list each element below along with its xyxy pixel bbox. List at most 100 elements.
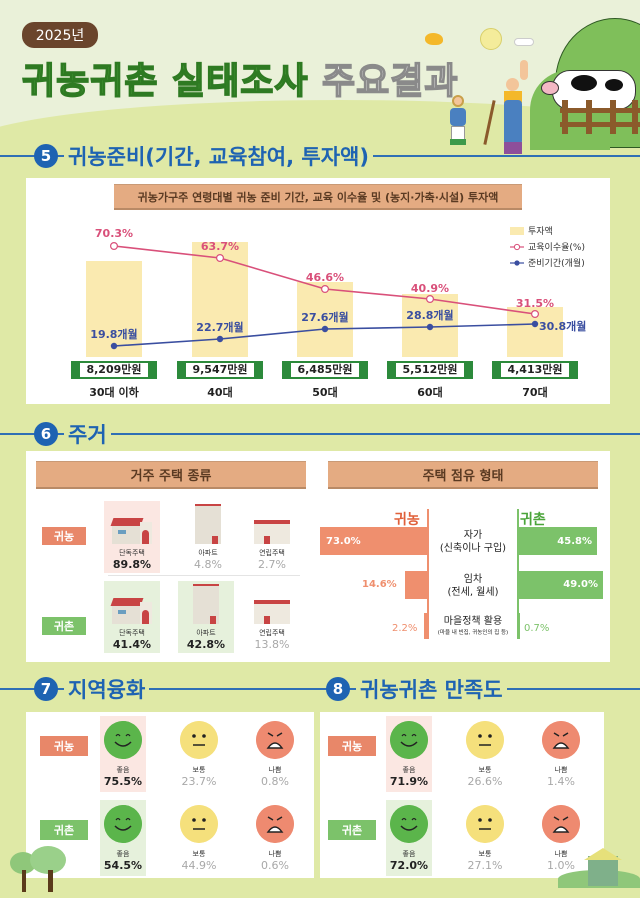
title-main-text: 귀농귀촌 실태조사 xyxy=(21,60,309,103)
row-divider xyxy=(108,575,300,576)
page-title: 귀농귀촌 실태조사 주요결과 xyxy=(21,52,459,104)
rating-neutral-rural: 보통 44.9% xyxy=(176,800,222,876)
section-8-number: 8 xyxy=(326,677,350,701)
edu-rate-label: 46.6% xyxy=(305,271,345,284)
rating-neutral-rural: 보통 27.1% xyxy=(462,800,508,876)
investment-value-box: 6,485만원 xyxy=(282,361,368,379)
tenure-value-farm: 14.6% xyxy=(362,579,397,590)
angry-face-icon xyxy=(256,805,294,843)
header-banner: 2025년 귀농귀촌 실태조사 주요결과 xyxy=(0,0,640,160)
rating-neutral-farm: 보통 26.6% xyxy=(462,716,508,792)
tenure-category: 자가 (신축이나 구입) xyxy=(439,530,507,554)
housing-type-title: 거주 주택 종류 xyxy=(36,461,306,489)
tenure-title: 주택 점유 형태 xyxy=(328,461,598,489)
neutral-face-icon xyxy=(466,805,504,843)
tenure-value-farm: 2.2% xyxy=(392,623,418,634)
rating-good-rural: 좋음 72.0% xyxy=(386,800,432,876)
tenure-rural-header: 귀촌 xyxy=(520,512,546,528)
prep-period-label: 19.8개월 xyxy=(90,328,138,341)
tenure-bar-farm xyxy=(405,571,427,599)
age-group-label: 40대 xyxy=(207,386,233,399)
tenure-axis-rural xyxy=(517,509,519,639)
tenure-bar-rural xyxy=(519,571,603,599)
section-divider xyxy=(0,433,640,435)
neutral-face-icon xyxy=(180,721,218,759)
tenure-value-rural: 0.7% xyxy=(524,623,550,634)
age-group-label: 70대 xyxy=(522,386,548,399)
rating-bad-farm: 나쁨 1.4% xyxy=(538,716,584,792)
tenure-farm-header: 귀농 xyxy=(394,512,420,528)
farm-tag: 귀농 xyxy=(42,527,86,545)
angry-face-icon xyxy=(542,721,580,759)
title-sub-text: 주요결과 xyxy=(321,60,459,103)
section-5-number: 5 xyxy=(34,144,58,168)
housing-apartment-farm: 아파트 4.8% xyxy=(180,501,236,573)
line-filled-marker-icon xyxy=(510,259,524,266)
rating-bad-rural: 나쁨 1.0% xyxy=(538,800,584,876)
section-7-number: 7 xyxy=(34,677,58,701)
section-divider xyxy=(0,688,640,690)
age-group-label: 30대 이하 xyxy=(89,386,139,399)
rating-bad-farm: 나쁨 0.8% xyxy=(252,716,298,792)
neutral-face-icon xyxy=(466,721,504,759)
smile-face-icon xyxy=(390,721,428,759)
rating-neutral-farm: 보통 23.7% xyxy=(176,716,222,792)
edu-rate-label: 70.3% xyxy=(94,227,134,240)
apartment-icon xyxy=(193,584,219,624)
investment-bar xyxy=(297,282,353,357)
bird-icon xyxy=(425,33,443,45)
housing-detached-rural: 단독주택 41.4% xyxy=(104,581,160,653)
prep-period-label: 28.8개월 xyxy=(406,309,454,322)
rural-tag: 귀촌 xyxy=(328,820,376,840)
chart-lines xyxy=(109,241,540,350)
smile-face-icon xyxy=(104,805,142,843)
house-illustration xyxy=(558,848,640,888)
legend-education: 교육이수율(%) xyxy=(510,240,610,253)
tenure-bar-rural xyxy=(519,527,597,555)
smile-face-icon xyxy=(104,721,142,759)
investment-value-box: 4,413만원 xyxy=(492,361,578,379)
prep-chart-panel: 귀농가구주 연령대별 귀농 준비 기간, 교육 이수율 및 (농지·가축·시설)… xyxy=(26,178,610,404)
satisfaction-panel: 귀농 귀촌 좋음 71.9% 보통 26.6% 나쁨 1.4% 좋음 72.0%… xyxy=(320,712,604,878)
housing-detached-farm: 단독주택 89.8% xyxy=(104,501,160,573)
community-integration-panel: 귀농 귀촌 좋음 75.5% 보통 23.7% 나쁨 0.8% 좋음 54.5%… xyxy=(26,712,314,878)
housing-rowhouse-farm: 연립주택 2.7% xyxy=(244,501,300,573)
detached-house-icon xyxy=(110,516,152,544)
rural-tag: 귀촌 xyxy=(40,820,88,840)
year-badge: 2025년 xyxy=(22,22,98,48)
prep-period-label: 27.6개월 xyxy=(301,311,349,324)
farm-tag: 귀농 xyxy=(40,736,88,756)
investment-value-box: 8,209만원 xyxy=(71,361,157,379)
chart-caption: 귀농가구주 연령대별 귀농 준비 기간, 교육 이수율 및 (농지·가축·시설)… xyxy=(114,184,522,210)
investment-value-box: 5,512만원 xyxy=(387,361,473,379)
tenure-value-rural: 45.8% xyxy=(557,536,592,547)
bar-swatch-icon xyxy=(510,226,524,235)
rating-good-farm: 좋음 75.5% xyxy=(100,716,146,792)
apartment-icon xyxy=(195,504,221,544)
tenure-bar-rural xyxy=(519,613,520,639)
row-house-icon xyxy=(254,600,290,624)
age-group-label: 50대 xyxy=(312,386,338,399)
sun-icon xyxy=(480,28,502,50)
tenure-bar-farm xyxy=(424,613,427,639)
rating-good-rural: 좋음 54.5% xyxy=(100,800,146,876)
farm-tag: 귀농 xyxy=(328,736,376,756)
angry-face-icon xyxy=(256,721,294,759)
legend-prep: 준비기간(개월) xyxy=(510,256,610,269)
section-6-title: 주거 xyxy=(64,419,111,449)
neutral-face-icon xyxy=(180,805,218,843)
fence-illustration xyxy=(560,100,640,134)
tenure-category: 마을정책 활용 (마을 내 빈집, 귀농인의 집 등) xyxy=(437,616,509,636)
edu-rate-label: 31.5% xyxy=(515,297,555,310)
cloud-icon xyxy=(514,38,534,46)
prep-period-label: 30.8개월 xyxy=(539,320,587,333)
prep-period-label: 22.7개월 xyxy=(196,321,244,334)
trees-illustration xyxy=(10,846,70,892)
edu-rate-label: 63.7% xyxy=(200,240,240,253)
detached-house-icon xyxy=(110,596,152,624)
rating-good-farm: 좋음 71.9% xyxy=(386,716,432,792)
chart-legend: 투자액 교육이수율(%) 준비기간(개월) xyxy=(510,224,610,269)
adult-farmer-illustration xyxy=(500,60,528,155)
legend-investment: 투자액 xyxy=(510,224,610,237)
tenure-axis-farm xyxy=(427,509,429,639)
